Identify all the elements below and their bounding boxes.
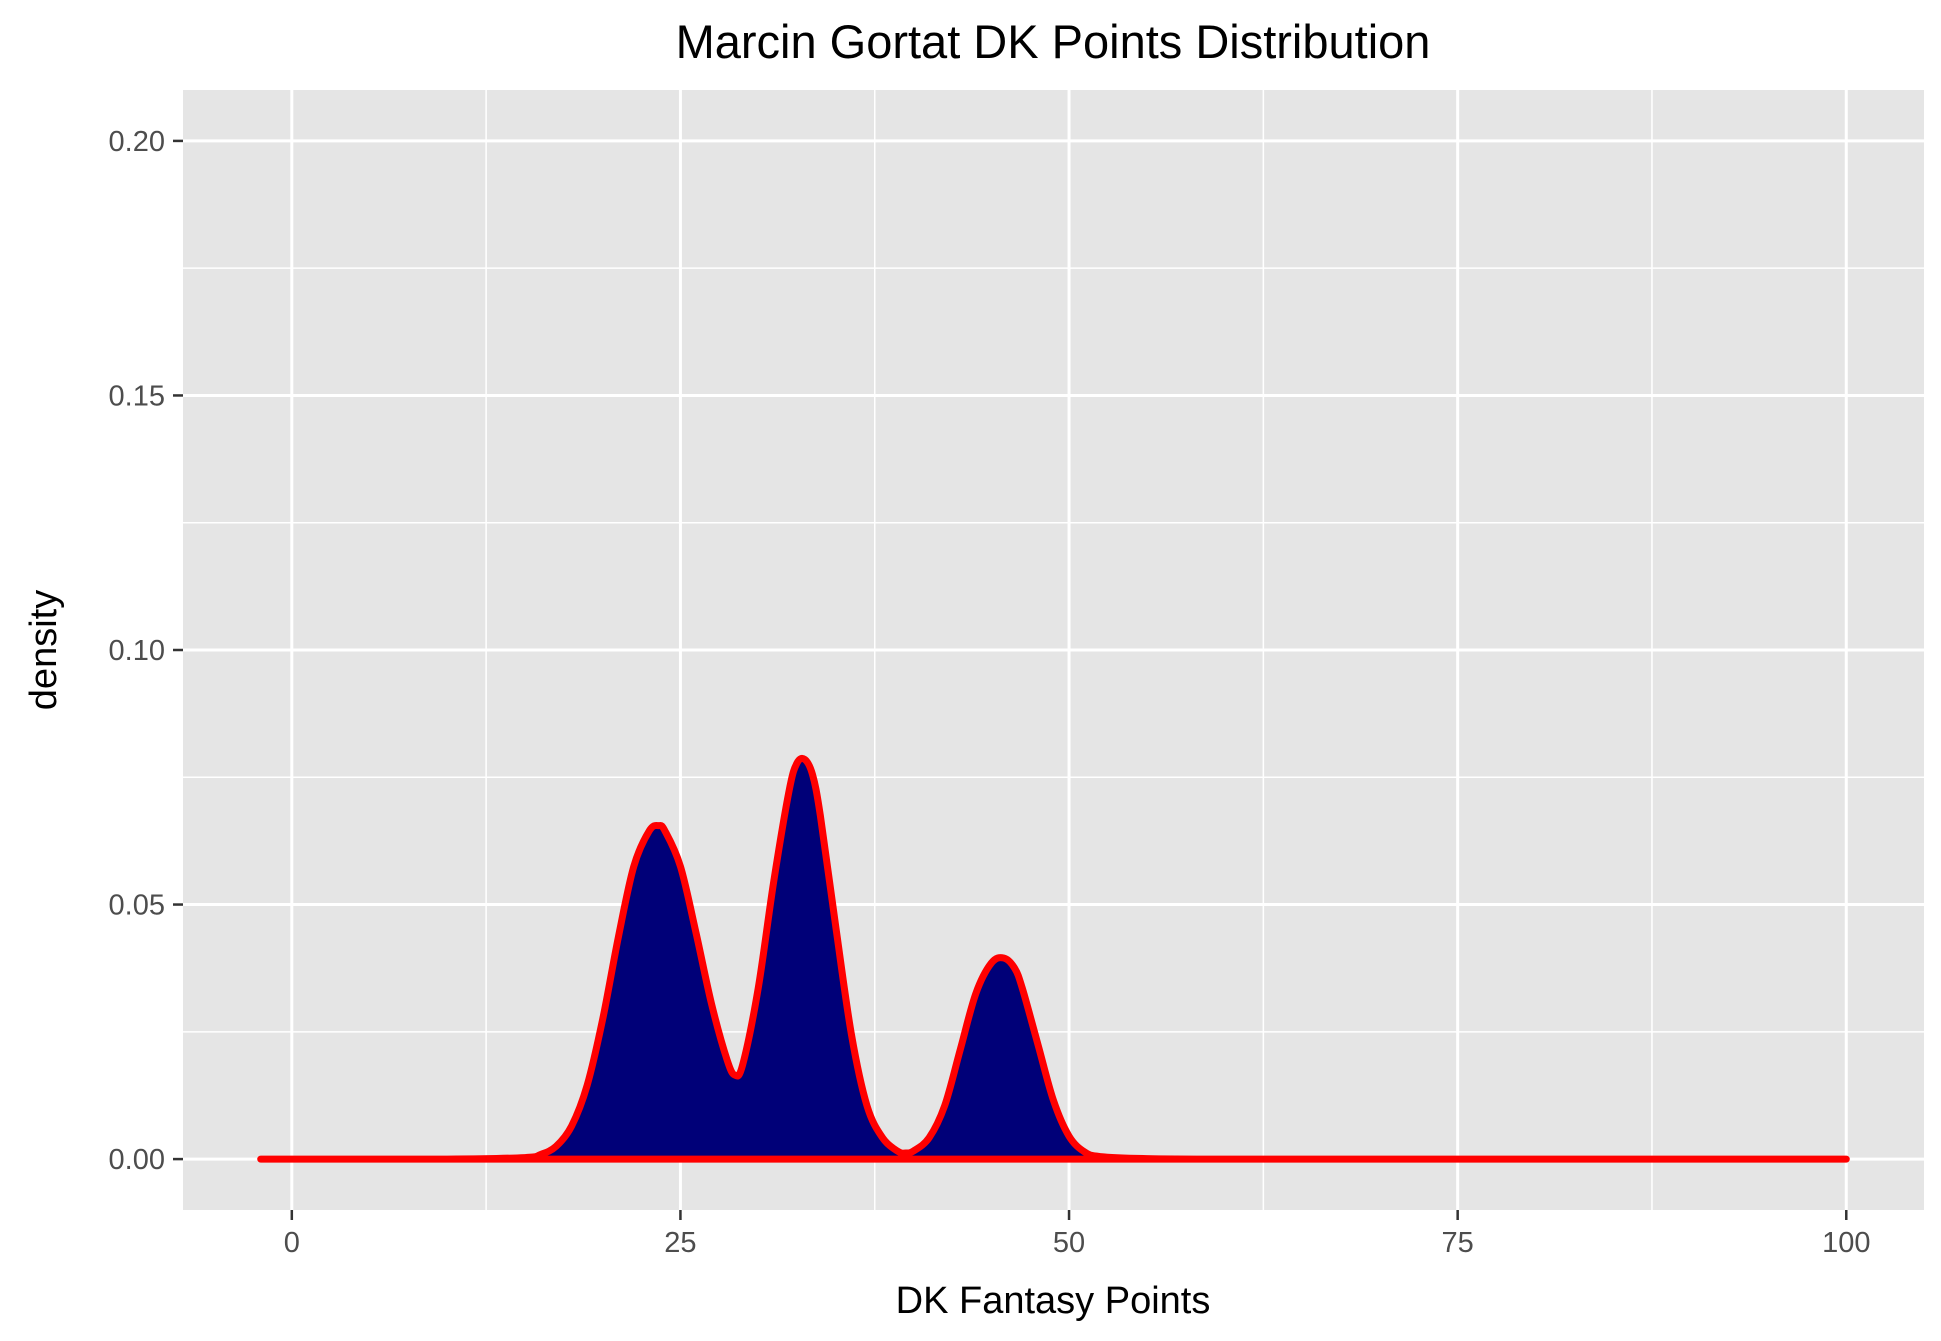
x-tick-label: 100: [1822, 1227, 1870, 1259]
density-area: [260, 758, 1847, 1160]
y-tick-label: 0.10: [109, 635, 165, 667]
y-tick-label: 0.15: [109, 380, 165, 412]
chart-title: Marcin Gortat DK Points Distribution: [676, 15, 1431, 68]
y-tick-label: 0.20: [109, 126, 165, 158]
y-tick-label: 0.00: [109, 1144, 165, 1176]
x-tick-label: 25: [664, 1227, 696, 1259]
density-line: [257, 754, 1850, 1163]
y-axis-title: density: [23, 590, 65, 710]
x-axis-ticks: 0 25 50 75 100: [284, 1210, 1870, 1259]
x-tick-label: 50: [1053, 1227, 1085, 1259]
y-axis-ticks: 0.00 0.05 0.10 0.15 0.20: [109, 126, 183, 1176]
x-tick-label: 0: [284, 1227, 300, 1259]
major-gridlines: [183, 90, 1924, 1210]
x-axis-title: DK Fantasy Points: [896, 1280, 1211, 1322]
x-tick-label: 75: [1442, 1227, 1474, 1259]
y-tick-label: 0.05: [109, 890, 165, 922]
